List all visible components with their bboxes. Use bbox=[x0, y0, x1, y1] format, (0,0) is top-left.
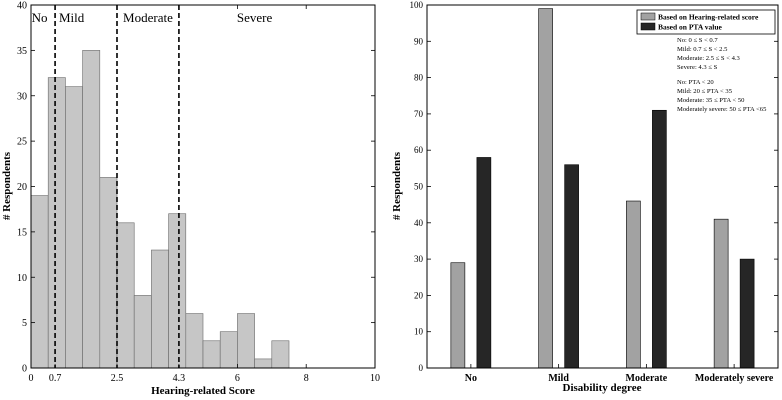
legend-swatch-pta bbox=[640, 22, 656, 31]
y-tick-label: 40 bbox=[414, 218, 424, 228]
histogram-y-axis-label: # Respondents bbox=[1, 151, 13, 220]
y-tick-label: 90 bbox=[414, 36, 424, 46]
legend: Based on Hearing-related score Based on … bbox=[636, 9, 776, 35]
y-tick-label: 50 bbox=[414, 182, 424, 192]
def-pta-mild: Mild: 20 ≤ PTA < 35 bbox=[677, 88, 733, 95]
legend-label-hearing-score: Based on Hearing-related score bbox=[658, 13, 759, 22]
histogram-bars bbox=[30, 50, 290, 369]
y-tick-label: 20 bbox=[17, 182, 27, 193]
y-tick-label: 0 bbox=[22, 364, 27, 375]
region-label: Mild bbox=[59, 10, 85, 25]
legend-box bbox=[636, 9, 776, 35]
x-category-label: Mild bbox=[548, 373, 569, 384]
bar-hearing-score bbox=[713, 218, 729, 369]
histogram-bar bbox=[254, 358, 273, 369]
x-category-label: No bbox=[465, 373, 477, 384]
region-label: Moderate bbox=[123, 10, 173, 25]
y-tick-label: 15 bbox=[17, 227, 27, 238]
bar-hearing-score bbox=[538, 8, 553, 369]
x-category-label: Moderately severe bbox=[695, 373, 774, 384]
histogram-x-axis-label: Hearing-related Score bbox=[151, 385, 255, 397]
histogram-x-ticks: 0 0.7 2.5 4.3 6 8 10 bbox=[29, 5, 380, 384]
histogram-bar bbox=[47, 77, 66, 369]
histogram-bar bbox=[133, 295, 152, 369]
region-label: No bbox=[32, 10, 48, 25]
grouped-y-ticks: 0 10 20 30 40 50 60 70 80 90 100 bbox=[410, 0, 778, 373]
y-tick-label: 80 bbox=[414, 73, 424, 83]
grouped-x-ticks: No Mild Moderate Moderately severe bbox=[465, 364, 774, 384]
def-pta-no: No: PTA < 20 bbox=[677, 79, 714, 86]
grouped-bars bbox=[450, 8, 755, 369]
bar-hearing-score bbox=[626, 200, 641, 369]
histogram-bar bbox=[30, 195, 49, 369]
bar-pta bbox=[476, 157, 492, 369]
threshold-lines bbox=[54, 5, 180, 368]
region-labels: No Mild Moderate Severe bbox=[32, 10, 273, 25]
y-tick-label: 70 bbox=[414, 109, 424, 119]
x-tick-label: 2.5 bbox=[111, 373, 124, 384]
grouped-bar-chart: 0 10 20 30 40 50 60 70 80 90 100 No Mild Moderate Mod… bbox=[391, 0, 779, 394]
legend-label-pta: Based on PTA value bbox=[658, 23, 723, 32]
def-score-moderate: Moderate: 2.5 ≤ S < 4.3 bbox=[677, 55, 741, 62]
bar-pta bbox=[564, 164, 579, 369]
x-category-label: Moderate bbox=[626, 373, 668, 384]
y-tick-label: 20 bbox=[414, 290, 424, 300]
histogram-y-ticks: 0 5 10 15 20 25 30 35 40 bbox=[17, 1, 375, 375]
def-score-mild: Mild: 0.7 ≤ S < 2.5 bbox=[677, 46, 728, 53]
def-score-no: No: 0 ≤ S < 0.7 bbox=[677, 37, 718, 44]
y-tick-label: 25 bbox=[17, 137, 27, 148]
y-tick-label: 0 bbox=[419, 363, 424, 373]
y-tick-label: 40 bbox=[17, 1, 27, 12]
def-pta-moderately-severe: Moderately severe: 50 ≤ PTA <65 bbox=[677, 106, 767, 113]
grouped-x-axis-label: Disability degree bbox=[563, 382, 642, 394]
histogram-bar bbox=[219, 331, 238, 369]
histogram-bar bbox=[185, 313, 204, 369]
histogram-bar bbox=[271, 340, 290, 369]
x-tick-label: 4.3 bbox=[173, 373, 186, 384]
grouped-y-axis-label: # Respondents bbox=[391, 151, 403, 220]
definition-notes: No: 0 ≤ S < 0.7 Mild: 0.7 ≤ S < 2.5 Mode… bbox=[677, 37, 767, 113]
histogram-bar bbox=[168, 213, 187, 369]
y-tick-label: 60 bbox=[414, 145, 424, 155]
y-tick-label: 35 bbox=[17, 46, 27, 57]
histogram-bar bbox=[82, 50, 101, 369]
def-pta-moderate: Moderate: 35 ≤ PTA < 50 bbox=[677, 97, 745, 104]
histogram-bar bbox=[237, 313, 255, 369]
histogram-bar bbox=[116, 222, 135, 369]
x-tick-label: 6 bbox=[235, 373, 240, 384]
y-tick-label: 30 bbox=[17, 91, 27, 102]
legend-swatch-hearing-score bbox=[640, 12, 656, 21]
bar-pta bbox=[739, 258, 755, 369]
region-label: Severe bbox=[237, 10, 273, 25]
y-tick-label: 10 bbox=[414, 327, 424, 337]
histogram-bar bbox=[65, 86, 83, 369]
x-tick-label: 10 bbox=[370, 373, 380, 384]
bar-hearing-score bbox=[450, 262, 466, 369]
x-tick-label: 8 bbox=[304, 373, 309, 384]
histogram-bar bbox=[202, 340, 221, 369]
x-tick-label: 0.7 bbox=[49, 373, 62, 384]
y-tick-label: 5 bbox=[22, 318, 27, 329]
bar-pta bbox=[652, 109, 667, 369]
x-tick-label: 0 bbox=[29, 373, 34, 384]
y-tick-label: 10 bbox=[17, 273, 27, 284]
histogram-bar bbox=[99, 177, 118, 369]
histogram-bar bbox=[151, 249, 169, 369]
y-tick-label: 30 bbox=[414, 254, 424, 264]
y-tick-label: 100 bbox=[410, 0, 424, 10]
def-score-severe: Severe: 4.3 ≤ S bbox=[677, 64, 718, 71]
